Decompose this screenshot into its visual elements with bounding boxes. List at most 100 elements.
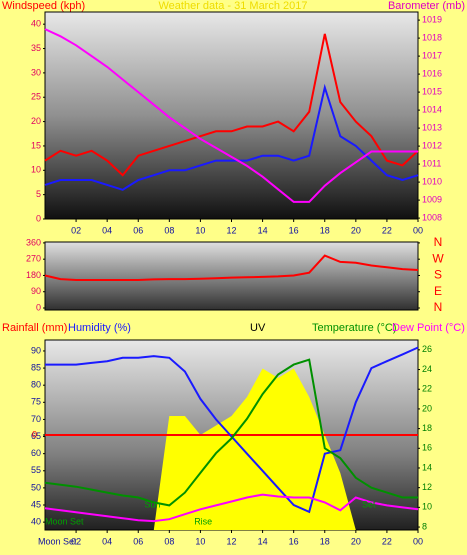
y2-tick-label: 1011 <box>422 158 441 168</box>
x-tick-label: 20 <box>351 225 361 235</box>
x-tick-label: 04 <box>102 225 112 235</box>
x-tick-label: 06 <box>133 225 143 235</box>
x-tick-label: 02 <box>71 225 81 235</box>
plot-area <box>44 241 419 311</box>
annotation: Sun <box>144 499 160 509</box>
annotation: Moon Set <box>45 516 84 526</box>
x-tick-label: 16 <box>289 536 299 546</box>
series-label: Temperature (°C) <box>312 322 396 334</box>
y-tick-label: 270 <box>26 254 41 264</box>
x-tick-label: 08 <box>164 225 174 235</box>
y2-tick-label: 1010 <box>422 176 442 186</box>
x-tick-label: 16 <box>289 225 299 235</box>
y-tick-label: 180 <box>26 270 41 280</box>
x-tick-label: 18 <box>320 225 330 235</box>
x-tick-label: 02 <box>71 536 81 546</box>
y-tick-label: 20 <box>31 116 41 126</box>
y2-tick-label: 16 <box>422 443 432 453</box>
y3-tick-label: 0 <box>32 429 37 439</box>
x-tick-label: 14 <box>258 536 268 546</box>
y2-tick-label: 8 <box>422 521 427 531</box>
y-tick-label: 90 <box>31 345 41 355</box>
x-tick-label: 06 <box>133 536 143 546</box>
y-tick-label: 0 <box>36 302 41 312</box>
y2-tick-label: 10 <box>422 502 432 512</box>
y-tick-label: 80 <box>31 380 41 390</box>
plot-area <box>44 11 419 220</box>
annotation: Set <box>362 499 376 509</box>
y2-tick-label: 1018 <box>422 32 442 42</box>
x-tick-label: 10 <box>195 536 205 546</box>
series-line <box>44 358 418 507</box>
x-tick-label: 00 <box>413 536 423 546</box>
x-tick-label: 12 <box>226 225 236 235</box>
y-tick-label: 70 <box>31 414 41 424</box>
y2-tick-label: 1013 <box>422 122 442 132</box>
y2-tick-label: N <box>434 300 443 314</box>
x-tick-label: 00 <box>413 225 423 235</box>
y2-tick-label: 18 <box>422 423 432 433</box>
y-tick-label: 35 <box>31 43 41 53</box>
series-line <box>44 254 419 281</box>
series-line <box>44 33 419 177</box>
series-label: UV <box>250 322 266 334</box>
series-line <box>44 493 419 523</box>
y-tick-label: 15 <box>31 140 41 150</box>
y2-tick-label: 22 <box>422 384 432 394</box>
uv-area <box>45 368 418 530</box>
y-tick-label: 50 <box>31 482 41 492</box>
y-tick-label: 360 <box>26 237 41 247</box>
y-tick-label: 30 <box>31 67 41 77</box>
y2-tick-label: 1008 <box>422 212 442 222</box>
y2-tick-label: S <box>434 268 442 282</box>
y-tick-label: 40 <box>31 517 41 527</box>
y-tick-label: 10 <box>31 165 41 175</box>
y2-tick-label: E <box>434 284 442 298</box>
series-label: Humidity (%) <box>68 322 131 334</box>
y2-tick-label: 14 <box>422 462 432 472</box>
y-axis-label: Windspeed (kph) <box>2 0 85 12</box>
y-tick-label: 0 <box>36 213 41 223</box>
x-tick-label: 08 <box>164 536 174 546</box>
y-tick-label: 85 <box>31 362 41 372</box>
y2-tick-label: 1012 <box>422 140 442 150</box>
chart-title: Weather data - 31 March 2017 <box>159 0 308 12</box>
y2-tick-label: W <box>432 251 444 265</box>
y2-tick-label: 1014 <box>422 104 442 114</box>
series-line <box>44 83 419 191</box>
y2-tick-label: 1017 <box>422 50 442 60</box>
x-tick-label: 20 <box>351 536 361 546</box>
x-tick-label: 22 <box>382 225 392 235</box>
series-line <box>45 346 419 514</box>
x-tick-label: 10 <box>195 225 205 235</box>
series-line <box>44 28 418 203</box>
y2-tick-label: 1016 <box>422 68 442 78</box>
y-tick-label: 40 <box>31 19 41 29</box>
y2-axis-label: Barometer (mb) <box>388 0 465 12</box>
y-tick-label: 55 <box>31 465 41 475</box>
x-tick-label: 22 <box>382 536 392 546</box>
y-tick-label: 45 <box>31 499 41 509</box>
y2-tick-label: 1009 <box>422 194 442 204</box>
y-tick-label: 60 <box>31 448 41 458</box>
y2-tick-label: 20 <box>422 403 432 413</box>
y2-tick-label: 12 <box>422 482 432 492</box>
annotation: Rise <box>194 516 212 526</box>
x-axis-label: Moon Set <box>38 536 77 546</box>
x-tick-label: 18 <box>320 536 330 546</box>
y2-tick-label: 26 <box>422 344 432 354</box>
x-tick-label: 04 <box>102 536 112 546</box>
series-label: Dew Point (°C) <box>392 322 465 334</box>
y-tick-label: 25 <box>31 92 41 102</box>
y2-tick-label: N <box>434 235 443 249</box>
y-tick-label: 65 <box>31 431 41 441</box>
y-tick-label: 75 <box>31 397 41 407</box>
y-tick-label: 90 <box>31 286 41 296</box>
y2-tick-label: 1015 <box>422 86 442 96</box>
x-tick-label: 12 <box>226 536 236 546</box>
y-tick-label: 5 <box>36 189 41 199</box>
y2-tick-label: 1019 <box>422 14 442 24</box>
y2-tick-label: 24 <box>422 364 432 374</box>
x-tick-label: 14 <box>258 225 268 235</box>
